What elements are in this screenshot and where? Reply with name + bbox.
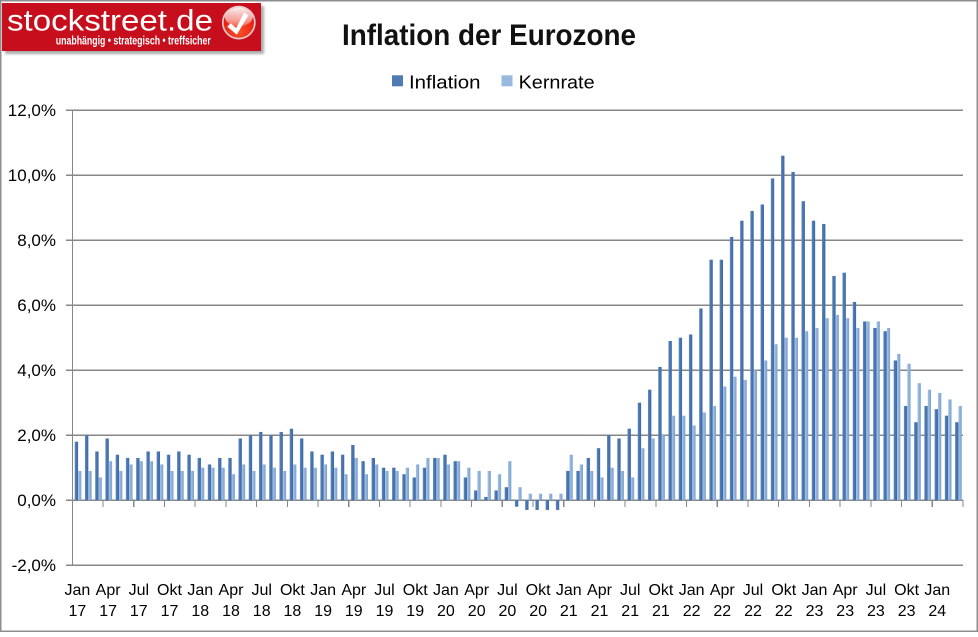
- svg-text:18: 18: [284, 603, 302, 620]
- svg-text:Jan: Jan: [187, 582, 213, 599]
- svg-text:Apr: Apr: [587, 582, 613, 599]
- svg-text:18: 18: [253, 603, 271, 620]
- svg-text:22: 22: [713, 603, 731, 620]
- svg-text:Jan: Jan: [65, 582, 91, 599]
- svg-text:Jul: Jul: [743, 582, 763, 599]
- svg-text:19: 19: [314, 603, 332, 620]
- svg-text:Apr: Apr: [96, 582, 122, 599]
- svg-text:4,0%: 4,0%: [17, 361, 56, 380]
- svg-text:20: 20: [499, 603, 517, 620]
- svg-text:unabhängig • strategisch • tre: unabhängig • strategisch • treffsicher: [56, 34, 211, 48]
- svg-text:21: 21: [621, 603, 639, 620]
- svg-text:Jul: Jul: [251, 582, 271, 599]
- svg-text:23: 23: [836, 603, 854, 620]
- svg-text:19: 19: [406, 603, 424, 620]
- svg-text:23: 23: [898, 603, 916, 620]
- svg-text:Apr: Apr: [219, 582, 245, 599]
- svg-text:Jul: Jul: [497, 582, 517, 599]
- svg-text:Apr: Apr: [710, 582, 736, 599]
- svg-text:Inflation der Eurozone: Inflation der Eurozone: [342, 19, 636, 52]
- svg-text:19: 19: [345, 603, 363, 620]
- svg-text:20: 20: [437, 603, 455, 620]
- svg-text:-2,0%: -2,0%: [12, 556, 56, 575]
- svg-text:19: 19: [376, 603, 394, 620]
- svg-text:21: 21: [591, 603, 609, 620]
- svg-text:Okt: Okt: [648, 582, 673, 599]
- svg-text:22: 22: [744, 603, 762, 620]
- svg-text:Okt: Okt: [157, 582, 182, 599]
- svg-text:18: 18: [191, 603, 209, 620]
- svg-text:17: 17: [161, 603, 179, 620]
- svg-text:21: 21: [652, 603, 670, 620]
- svg-text:12,0%: 12,0%: [8, 101, 56, 120]
- svg-text:Jul: Jul: [129, 582, 149, 599]
- svg-text:24: 24: [928, 603, 946, 620]
- svg-text:Okt: Okt: [894, 582, 919, 599]
- svg-text:8,0%: 8,0%: [17, 231, 56, 250]
- svg-text:Jan: Jan: [310, 582, 336, 599]
- svg-text:17: 17: [99, 603, 117, 620]
- svg-text:17: 17: [69, 603, 87, 620]
- svg-text:20: 20: [468, 603, 486, 620]
- svg-text:Jan: Jan: [433, 582, 459, 599]
- svg-text:Apr: Apr: [833, 582, 859, 599]
- svg-text:Inflation: Inflation: [409, 72, 481, 92]
- svg-text:Apr: Apr: [464, 582, 490, 599]
- svg-text:21: 21: [560, 603, 578, 620]
- svg-text:Okt: Okt: [403, 582, 428, 599]
- svg-text:17: 17: [130, 603, 148, 620]
- svg-text:Kernrate: Kernrate: [519, 72, 595, 92]
- svg-text:18: 18: [222, 603, 240, 620]
- svg-text:Okt: Okt: [771, 582, 796, 599]
- svg-text:6,0%: 6,0%: [17, 296, 56, 315]
- svg-text:0,0%: 0,0%: [17, 491, 56, 510]
- svg-text:20: 20: [529, 603, 547, 620]
- svg-text:Jan: Jan: [924, 582, 950, 599]
- svg-text:Jul: Jul: [620, 582, 640, 599]
- svg-text:Jul: Jul: [866, 582, 886, 599]
- svg-text:23: 23: [806, 603, 824, 620]
- svg-text:Okt: Okt: [280, 582, 305, 599]
- svg-text:22: 22: [683, 603, 701, 620]
- svg-text:22: 22: [775, 603, 793, 620]
- svg-text:2,0%: 2,0%: [17, 426, 56, 445]
- svg-text:Jan: Jan: [679, 582, 705, 599]
- svg-text:Okt: Okt: [526, 582, 551, 599]
- svg-text:Apr: Apr: [341, 582, 367, 599]
- svg-text:23: 23: [867, 603, 885, 620]
- svg-text:Jan: Jan: [802, 582, 828, 599]
- svg-text:stockstreet.de: stockstreet.de: [7, 5, 213, 38]
- svg-text:10,0%: 10,0%: [8, 166, 56, 185]
- svg-text:Jan: Jan: [556, 582, 582, 599]
- svg-text:Jul: Jul: [374, 582, 394, 599]
